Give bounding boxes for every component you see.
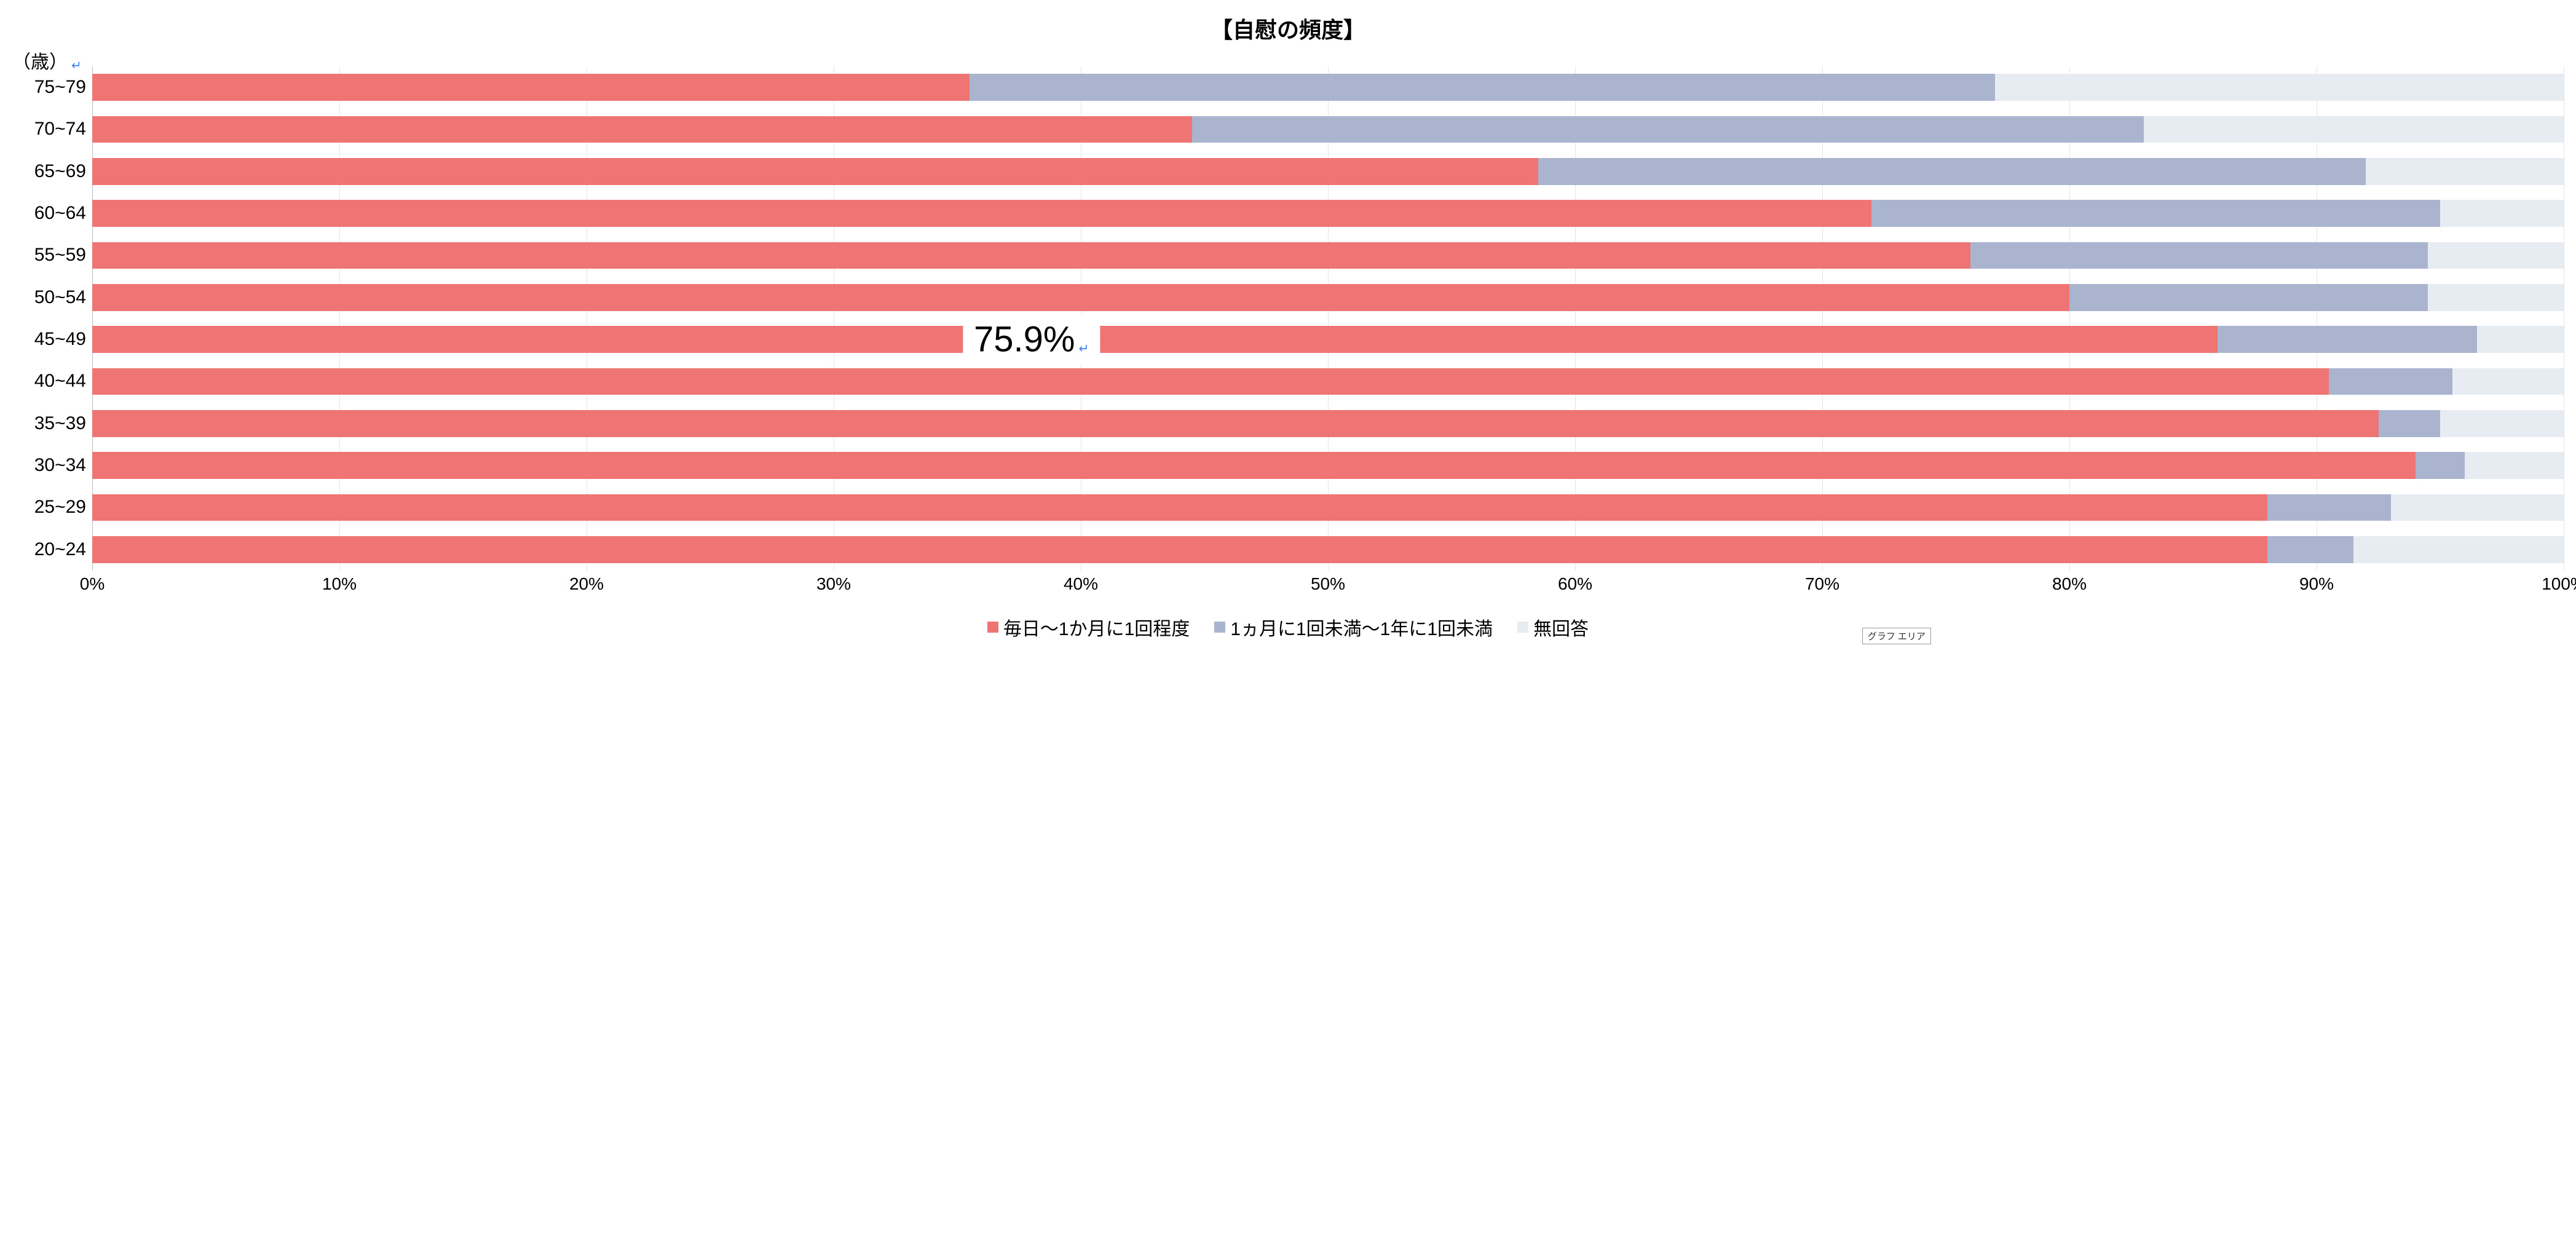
- bar-row: [92, 192, 2564, 234]
- bars-group: [92, 66, 2564, 571]
- y-axis-category-label: 60~64: [12, 192, 86, 234]
- bar-row: [92, 108, 2564, 150]
- bar-segment: [2428, 242, 2564, 269]
- bar-segment: [2218, 326, 2477, 353]
- bar-row: [92, 486, 2564, 528]
- legend-item: 無回答: [1517, 614, 1589, 641]
- bar-segment: [2069, 284, 2428, 311]
- y-axis-category-label: 20~24: [12, 529, 86, 571]
- bar-segment: [92, 536, 2267, 563]
- bar-segment: [92, 242, 1970, 269]
- bar-segment: [2366, 158, 2564, 185]
- y-axis-category-label: 55~59: [12, 234, 86, 276]
- bar-segment: [1995, 74, 2564, 101]
- bar-segment: [92, 116, 1192, 143]
- bar-segment: [2329, 368, 2452, 395]
- x-axis-tick-label: 50%: [1311, 574, 1345, 594]
- bar-segment: [970, 74, 1995, 101]
- bar-segment: [2477, 326, 2564, 353]
- bar-segment: [1192, 116, 2144, 143]
- bar-row: [92, 151, 2564, 192]
- bar-segment: [2428, 284, 2564, 311]
- bar-segment: [92, 284, 2069, 311]
- bar-segment: [2267, 494, 2391, 521]
- x-axis-tick-label: 40%: [1064, 574, 1098, 594]
- legend-swatch: [987, 622, 998, 633]
- legend-swatch: [1517, 622, 1528, 633]
- y-axis-category-label: 50~54: [12, 277, 86, 318]
- legend-label: 1ヵ月に1回未満～1年に1回未満: [1230, 614, 1493, 641]
- bar-segment: [2379, 410, 2441, 437]
- chart-container: 【自慰の頻度】 （歳）↵ 75~7970~7465~6960~6455~5950…: [12, 12, 2564, 641]
- legend-item: 毎日～1か月に1回程度: [987, 614, 1190, 641]
- bar-segment: [92, 410, 2379, 437]
- y-axis-category-label: 75~79: [12, 66, 86, 108]
- x-axis-tick-label: 70%: [1805, 574, 1839, 594]
- y-axis-category-label: 70~74: [12, 108, 86, 150]
- bar-segment: [92, 494, 2267, 521]
- x-axis: 0%10%20%30%40%50%60%70%80%90%100%: [92, 574, 2564, 601]
- return-mark-icon: ↵: [1078, 341, 1089, 357]
- bar-segment: [2440, 410, 2564, 437]
- x-axis-tick-label: 0%: [80, 574, 105, 594]
- bar-segment: [92, 74, 970, 101]
- bar-row: [92, 403, 2564, 445]
- x-axis-tick-label: 80%: [2052, 574, 2087, 594]
- bar-segment: [2440, 200, 2564, 227]
- x-axis-tick-label: 10%: [322, 574, 357, 594]
- bar-row: [92, 360, 2564, 402]
- bar-row: [92, 445, 2564, 486]
- legend: グラフ エリア 毎日～1か月に1回程度 1ヵ月に1回未満～1年に1回未満 無回答: [12, 614, 2564, 641]
- bar-row: [92, 318, 2564, 360]
- y-axis-category-label: 45~49: [12, 318, 86, 360]
- x-axis-tick-label: 100%: [2542, 574, 2576, 594]
- legend-label: 無回答: [1533, 614, 1589, 641]
- y-axis-labels: 75~7970~7465~6960~6455~5950~5445~4940~44…: [12, 66, 92, 571]
- chart-body: 75~7970~7465~6960~6455~5950~5445~4940~44…: [12, 66, 2564, 571]
- y-axis-category-label: 25~29: [12, 486, 86, 528]
- bar-row: [92, 529, 2564, 571]
- bar-segment: [92, 326, 2218, 353]
- x-axis-tick-label: 90%: [2299, 574, 2334, 594]
- bar-segment: [92, 452, 2416, 479]
- bar-segment: [92, 158, 1538, 185]
- bar-segment: [2391, 494, 2564, 521]
- y-axis-category-label: 30~34: [12, 445, 86, 486]
- legend-label: 毎日～1か月に1回程度: [1003, 614, 1190, 641]
- plot-area: 75.9%↵: [92, 66, 2564, 571]
- tooltip-chip: グラフ エリア: [1862, 628, 1931, 644]
- x-axis-tick-label: 20%: [569, 574, 604, 594]
- bar-row: [92, 234, 2564, 276]
- y-axis-category-label: 65~69: [12, 151, 86, 192]
- bar-segment: [2267, 536, 2354, 563]
- bar-segment: [92, 368, 2329, 395]
- legend-item: 1ヵ月に1回未満～1年に1回未満: [1214, 614, 1493, 641]
- bar-segment: [1970, 242, 2428, 269]
- bar-row: [92, 66, 2564, 108]
- bar-segment: [2452, 368, 2564, 395]
- bar-row: [92, 277, 2564, 318]
- legend-swatch: [1214, 622, 1225, 633]
- x-axis-tick-label: 60%: [1558, 574, 1592, 594]
- percentage-callout: 75.9%↵: [963, 314, 1100, 365]
- x-axis-tick-label: 30%: [816, 574, 851, 594]
- bar-segment: [2144, 116, 2564, 143]
- y-axis-category-label: 40~44: [12, 360, 86, 402]
- bar-segment: [1871, 200, 2440, 227]
- bar-segment: [92, 200, 1871, 227]
- bar-segment: [1538, 158, 2366, 185]
- bar-segment: [2465, 452, 2564, 479]
- bar-segment: [2353, 536, 2564, 563]
- bar-segment: [2416, 452, 2465, 479]
- y-axis-category-label: 35~39: [12, 403, 86, 445]
- chart-title: 【自慰の頻度】: [12, 12, 2564, 44]
